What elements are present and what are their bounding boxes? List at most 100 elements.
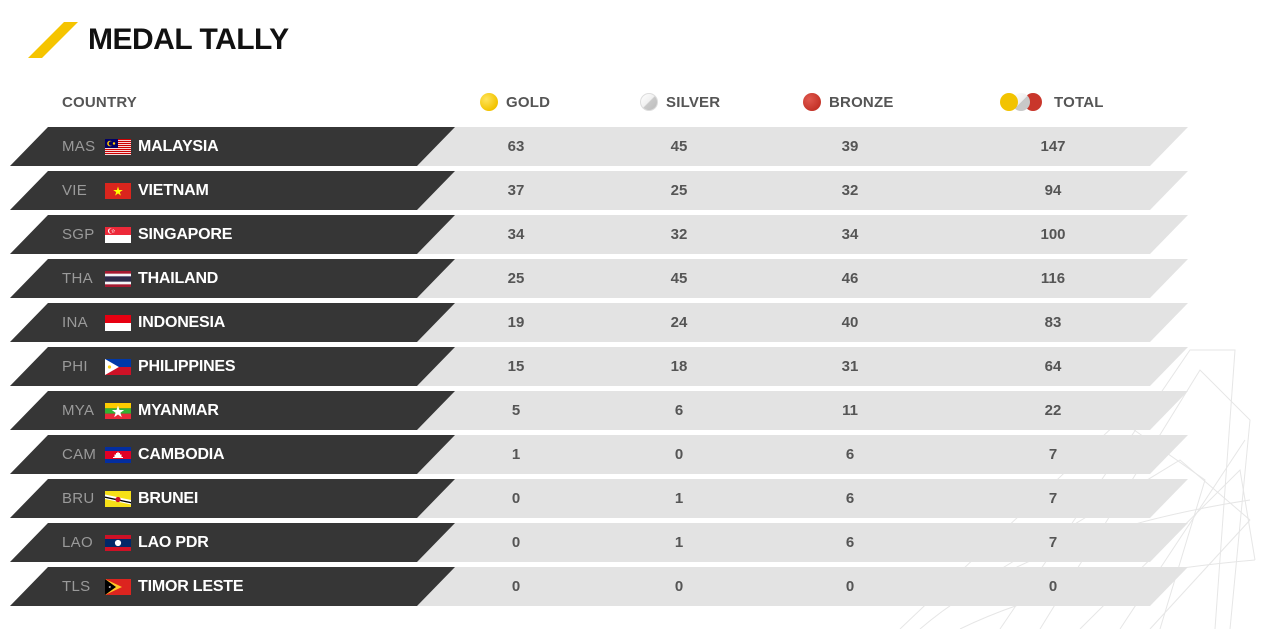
row-country-panel (10, 567, 455, 606)
bronze-count: 34 (841, 226, 859, 243)
total-count: 0 (1048, 578, 1058, 595)
bronze-count: 46 (841, 270, 859, 287)
bronze-count: 0 (845, 578, 855, 595)
flag-timor-leste-icon (105, 579, 131, 595)
gold-medal-icon (480, 93, 498, 111)
country-name[interactable]: VIETNAM (138, 181, 209, 199)
country-name[interactable]: BRUNEI (138, 489, 199, 507)
bronze-count: 31 (841, 358, 859, 375)
total-count: 22 (1044, 402, 1062, 419)
gold-count: 34 (507, 226, 525, 243)
header-silver-label: SILVER (666, 93, 721, 111)
row-country-panel (10, 347, 455, 386)
country-name[interactable]: PHILIPPINES (138, 357, 236, 375)
row-country-panel (10, 479, 455, 518)
country-code: TLS (62, 578, 91, 595)
silver-count: 0 (674, 446, 684, 463)
silver-count: 25 (670, 182, 688, 199)
country-name[interactable]: MALAYSIA (138, 137, 219, 155)
flag-singapore-icon (105, 227, 131, 243)
total-count: 94 (1044, 182, 1062, 199)
flag-malaysia-icon (105, 139, 131, 155)
flag-cambodia-icon (105, 447, 131, 463)
table-row[interactable]: MYA MYANMAR 5 6 11 22 (0, 391, 1265, 430)
total-count: 147 (1040, 138, 1066, 155)
table-row[interactable]: SGP SINGAPORE 34 32 34 100 (0, 215, 1265, 254)
row-country-panel (10, 523, 455, 562)
total-count: 7 (1048, 446, 1058, 463)
country-code: BRU (62, 490, 95, 507)
row-country-panel (10, 391, 455, 430)
country-code: LAO (62, 534, 93, 551)
country-name[interactable]: MYANMAR (138, 401, 219, 419)
table-row[interactable]: PHI PHILIPPINES 15 18 31 64 (0, 347, 1265, 386)
silver-count: 1 (674, 534, 684, 551)
accent-slash-icon (28, 22, 78, 58)
country-code: SGP (62, 226, 95, 243)
table-row[interactable]: BRU BRUNEI 0 1 6 7 (0, 479, 1265, 518)
country-code: CAM (62, 446, 97, 463)
row-country-panel (10, 215, 455, 254)
silver-count: 6 (674, 402, 684, 419)
row-country-panel (10, 171, 455, 210)
total-count: 64 (1044, 358, 1062, 375)
gold-count: 63 (507, 138, 525, 155)
bronze-count: 40 (841, 314, 859, 331)
table-row[interactable]: INA INDONESIA 19 24 40 83 (0, 303, 1265, 342)
country-name[interactable]: INDONESIA (138, 313, 226, 331)
gold-count: 1 (511, 446, 521, 463)
silver-count: 24 (670, 314, 688, 331)
country-name[interactable]: LAO PDR (138, 533, 209, 551)
gold-count: 25 (507, 270, 525, 287)
table-row[interactable]: TLS TIMOR LESTE 0 0 0 0 (0, 567, 1265, 606)
gold-count: 19 (507, 314, 525, 331)
silver-count: 1 (674, 490, 684, 507)
country-code: THA (62, 270, 93, 287)
bronze-count: 6 (845, 534, 855, 551)
header-total: TOTAL (1000, 86, 1104, 118)
gold-count: 15 (507, 358, 525, 375)
flag-myanmar-icon (105, 403, 131, 419)
total-medals-icon (1000, 93, 1042, 111)
silver-count: 18 (670, 358, 688, 375)
table-row[interactable]: CAM CAMBODIA 1 0 6 7 (0, 435, 1265, 474)
row-country-panel (10, 127, 455, 166)
country-code: PHI (62, 358, 88, 375)
table-row[interactable]: THA THAILAND 25 45 46 116 (0, 259, 1265, 298)
table-row[interactable]: MAS MALAYSIA 63 45 39 147 (0, 127, 1265, 166)
bronze-medal-icon (803, 93, 821, 111)
table-row[interactable]: LAO LAO PDR 0 1 6 7 (0, 523, 1265, 562)
bronze-count: 11 (842, 402, 858, 419)
bronze-count: 39 (841, 138, 859, 155)
flag-philippines-icon (105, 359, 131, 375)
row-country-panel (10, 435, 455, 474)
country-name[interactable]: SINGAPORE (138, 225, 233, 243)
flag-indonesia-icon (105, 315, 131, 331)
silver-medal-icon (640, 93, 658, 111)
header-country: COUNTRY (62, 93, 138, 111)
country-code: VIE (62, 182, 88, 199)
header-bronze-label: BRONZE (829, 93, 894, 111)
flag-brunei-icon (105, 491, 131, 507)
row-country-panel (10, 303, 455, 342)
total-count: 116 (1040, 270, 1066, 287)
gold-count: 37 (507, 182, 525, 199)
silver-count: 32 (670, 226, 688, 243)
page-title: MEDAL TALLY (88, 23, 289, 56)
header-silver: SILVER (640, 86, 720, 118)
header-total-label: TOTAL (1054, 93, 1104, 111)
table-row[interactable]: VIE VIETNAM 37 25 32 94 (0, 171, 1265, 210)
silver-count: 45 (670, 138, 688, 155)
gold-count: 0 (511, 534, 521, 551)
row-country-panel (10, 259, 455, 298)
country-name[interactable]: CAMBODIA (138, 445, 225, 463)
total-count: 83 (1044, 314, 1062, 331)
country-name[interactable]: TIMOR LESTE (138, 577, 244, 595)
gold-count: 0 (511, 578, 521, 595)
header-gold-label: GOLD (506, 93, 551, 111)
country-code: MYA (62, 402, 95, 419)
silver-count: 0 (674, 578, 684, 595)
total-count: 7 (1048, 490, 1058, 507)
country-name[interactable]: THAILAND (138, 269, 219, 287)
flag-laos-icon (105, 535, 131, 551)
